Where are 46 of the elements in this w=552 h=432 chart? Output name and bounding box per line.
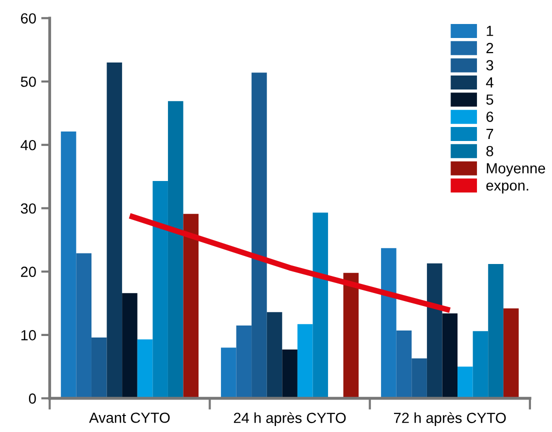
legend-label: expon. bbox=[486, 182, 528, 194]
legend-label: 7 bbox=[486, 128, 494, 139]
bar bbox=[122, 293, 138, 398]
bar bbox=[252, 72, 267, 398]
legend-label: 8 bbox=[486, 146, 494, 156]
bar bbox=[152, 180, 168, 398]
y-tick-label: 20 bbox=[21, 266, 36, 278]
y-tick-label: 0 bbox=[28, 393, 36, 404]
bar bbox=[60, 132, 76, 398]
y-tick-label: 50 bbox=[20, 76, 36, 87]
legend-label: 5 bbox=[486, 94, 494, 105]
bar bbox=[106, 62, 122, 398]
bar bbox=[442, 313, 458, 398]
x-tick-label: Avant CYTO bbox=[89, 412, 170, 423]
bar bbox=[297, 324, 313, 398]
bar bbox=[472, 331, 488, 398]
bar bbox=[488, 264, 504, 398]
x-tick-label: 24 h après CYTO bbox=[234, 412, 346, 426]
bar bbox=[220, 348, 236, 398]
y-tick-label: 30 bbox=[20, 203, 36, 214]
bar bbox=[236, 325, 252, 398]
y-tick-label: 40 bbox=[20, 140, 36, 150]
legend-label: 2 bbox=[486, 42, 494, 54]
bar bbox=[76, 253, 92, 398]
x-tick-label: 72 h après CYTO bbox=[394, 412, 506, 426]
y-tick-label: 10 bbox=[21, 330, 36, 340]
bar bbox=[503, 308, 519, 398]
legend-label: 1 bbox=[486, 26, 494, 36]
legend-label: 4 bbox=[486, 77, 494, 88]
bar bbox=[282, 350, 298, 398]
bar bbox=[396, 330, 412, 398]
bar bbox=[183, 214, 199, 398]
bar bbox=[91, 337, 107, 398]
y-tick-label: 60 bbox=[21, 13, 36, 24]
legend-label: 6 bbox=[486, 112, 494, 122]
bar bbox=[266, 312, 282, 398]
bar bbox=[412, 358, 427, 398]
bar bbox=[458, 366, 473, 398]
bar bbox=[381, 248, 396, 398]
bar bbox=[312, 212, 328, 398]
legend-label: Moyenne bbox=[486, 163, 546, 176]
bar bbox=[137, 339, 153, 398]
legend-label: 3 bbox=[486, 60, 494, 70]
bar bbox=[343, 272, 359, 398]
bar bbox=[168, 101, 184, 398]
bar bbox=[426, 263, 442, 398]
